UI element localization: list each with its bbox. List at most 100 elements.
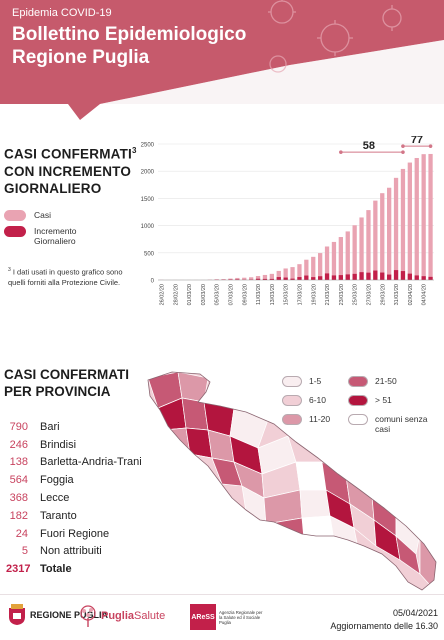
map-legend-swatch — [348, 414, 368, 425]
x-tick-label: 11/03/20 — [256, 284, 262, 305]
bar-casi — [421, 154, 426, 280]
y-tick-label: 1000 — [141, 224, 155, 230]
x-tick-label: 04/04/20 — [422, 284, 428, 305]
header-banner: Epidemia COVID-19 Bollettino Epidemiolog… — [0, 0, 444, 122]
bar-casi — [255, 276, 261, 280]
municipalities — [148, 372, 436, 590]
legend-item-incremento: Incremento Giornaliero — [4, 226, 104, 246]
bar-casi — [387, 187, 392, 280]
update-info: 05/04/2021 Aggiornamento delle 16.30 — [330, 607, 438, 633]
legend-swatch-casi — [4, 210, 26, 221]
bar-casi — [345, 231, 350, 280]
bar-casi — [373, 200, 378, 280]
province-row-bari: 790 Bari — [6, 418, 142, 436]
x-tick-label: 05/03/20 — [215, 284, 221, 305]
bar-casi — [235, 277, 240, 280]
x-tick-label: 09/03/20 — [242, 284, 248, 305]
map-legend-swatch — [348, 376, 368, 387]
annotation-label: 58 — [363, 140, 375, 152]
header-title: Bollettino Epidemiologico Regione Puglia — [12, 23, 246, 69]
province-value: 5 — [21, 545, 28, 558]
x-tick-label: 07/03/20 — [228, 284, 234, 305]
bar-incremento — [276, 277, 281, 280]
map-legend-swatch — [282, 414, 302, 425]
bar-casi — [283, 268, 288, 280]
bar-casi — [366, 210, 371, 280]
bar-casi — [359, 217, 364, 280]
region-outline — [147, 371, 437, 591]
chart-legend: Casi Incremento Giornaliero — [4, 210, 104, 251]
bar-casi — [221, 279, 226, 280]
bar-casi — [269, 273, 274, 280]
bar-casi — [428, 153, 433, 280]
bar-casi — [311, 256, 316, 280]
province-list: 790 Bari 246 Brindisi 138 Barletta-Andria-T… — [6, 418, 142, 578]
bar-incremento — [311, 277, 316, 280]
section1-title-sup: 3 — [132, 146, 137, 155]
bar-incremento — [290, 278, 295, 280]
section1-title-line3: GIORNALIERO — [4, 180, 102, 196]
section2-title: CASI CONFERMATI PER PROVINCIA — [4, 366, 129, 400]
x-tick-label: 28/02/20 — [173, 284, 179, 305]
total-value: 2317 — [6, 563, 31, 576]
tree-icon — [80, 605, 96, 627]
province-value: 138 — [9, 456, 28, 469]
footer-divider — [0, 594, 444, 595]
bar-incremento — [366, 272, 371, 280]
bar-casi — [400, 168, 406, 280]
bar-casi — [393, 177, 399, 280]
x-tick-label: 15/03/20 — [284, 284, 290, 305]
y-tick-label: 1500 — [141, 197, 155, 203]
bar-casi — [262, 274, 268, 280]
bar-incremento — [235, 279, 240, 280]
coat-of-arms-icon — [9, 604, 25, 625]
map-legend-item-11-20: 11-20 — [282, 414, 330, 425]
map-legend-item-51: > 51 — [348, 395, 392, 406]
bar-incremento — [393, 270, 399, 280]
legend-item-casi: Casi — [4, 210, 104, 221]
bar-casi — [228, 278, 233, 280]
section1-title: CASI CONFERMATI3 CON INCREMENTO GIORNALI… — [4, 142, 137, 197]
header-background — [0, 0, 444, 120]
province-name: Non attribuiti — [40, 545, 102, 558]
province-row-brindisi: 246 Brindisi — [6, 436, 142, 454]
bar-incremento — [373, 270, 378, 280]
map-legend-label: 21-50 — [375, 376, 397, 386]
annotation-dot — [401, 150, 405, 154]
legend-swatch-incremento — [4, 226, 26, 237]
annotation-dot — [339, 150, 343, 154]
x-tick-label: 02/04/20 — [408, 284, 414, 305]
province-row-bat: 138 Barletta-Andria-Trani — [6, 454, 142, 472]
x-tick-label: 01/03/20 — [187, 284, 193, 305]
x-tick-label: 27/03/20 — [366, 284, 372, 305]
bar-casi — [318, 253, 323, 280]
province-name: Fuori Regione — [40, 527, 110, 540]
map-legend-item-21-50: 21-50 — [348, 376, 397, 387]
bar-casi — [324, 246, 330, 280]
bar-incremento — [387, 274, 392, 280]
bar-incremento — [428, 276, 433, 280]
map-legend-item-senza-casi: comuni senza casi — [348, 414, 431, 434]
map-legend-label: > 51 — [375, 395, 392, 405]
section1-title-line2: CON INCREMENTO — [4, 163, 132, 179]
province-row-foggia: 564 Foggia — [6, 471, 142, 489]
x-tick-label: 19/03/20 — [311, 284, 317, 305]
legend-label-incremento: Incremento Giornaliero — [34, 226, 77, 246]
chart-note-sup: 3 — [8, 267, 11, 273]
section2-title-line2: PER PROVINCIA — [4, 384, 111, 399]
province-value: 24 — [15, 527, 28, 540]
province-name: Foggia — [40, 474, 74, 487]
map-legend-swatch — [282, 395, 302, 406]
bar-incremento — [297, 277, 302, 280]
bar-casi — [331, 241, 337, 280]
province-row-lecce: 368 Lecce — [6, 489, 142, 507]
bar-incremento — [380, 272, 385, 280]
update-time: Aggiornamento delle 16.30 — [330, 621, 438, 631]
x-tick-label: 23/03/20 — [339, 284, 345, 305]
bar-casi — [290, 267, 295, 280]
header-subtitle: Epidemia COVID-19 — [12, 7, 112, 19]
map-legend-item-1-5: 1-5 — [282, 376, 321, 387]
bar-incremento — [400, 271, 406, 280]
bar-casi — [276, 270, 281, 280]
legend-label-casi: Casi — [34, 210, 52, 220]
